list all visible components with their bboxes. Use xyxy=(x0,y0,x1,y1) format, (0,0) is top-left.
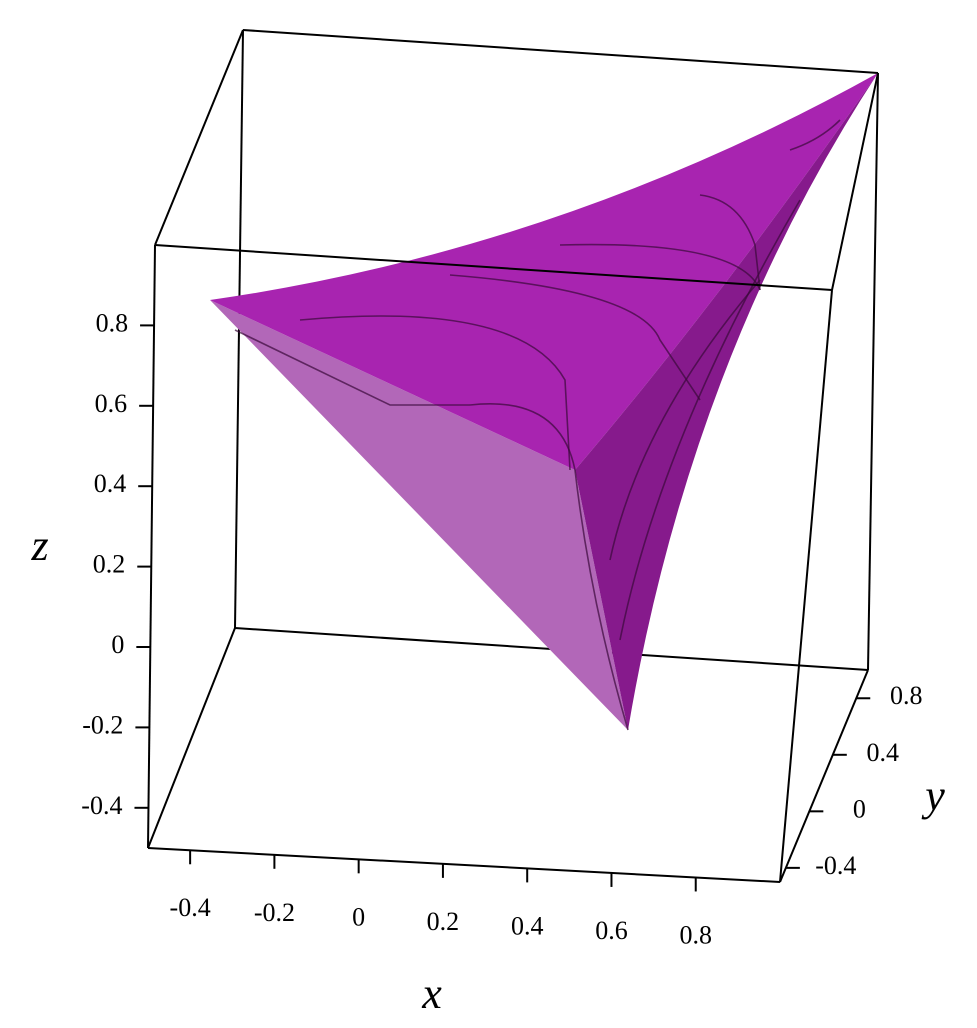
z-tick-label: 0.6 xyxy=(95,389,128,418)
z-tick-label: -0.4 xyxy=(81,791,122,820)
z-axis-title: z xyxy=(30,521,48,570)
y-tick-label: 0.8 xyxy=(890,681,923,710)
contour xyxy=(619,199,801,641)
z-tick-label: 0.4 xyxy=(94,469,127,498)
x-tick-label: 0.6 xyxy=(595,916,628,945)
box-edge xyxy=(831,72,879,291)
box-edge xyxy=(147,627,236,849)
x-tick-label: 0 xyxy=(352,902,365,931)
x-tick-label: 0.2 xyxy=(427,907,460,936)
box-edge xyxy=(242,29,879,74)
contour xyxy=(299,315,571,471)
box-edge xyxy=(154,244,833,291)
z-tick-label: 0 xyxy=(111,630,124,659)
x-tick-label: -0.4 xyxy=(170,893,211,922)
contour xyxy=(609,279,761,561)
y-tick-label: 0 xyxy=(853,794,866,823)
surface-face xyxy=(210,300,628,730)
contour xyxy=(574,469,629,731)
y-axis-title: y xyxy=(921,771,945,820)
contour xyxy=(789,119,841,151)
z-tick-label: -0.2 xyxy=(82,710,123,739)
contour xyxy=(449,274,701,401)
box-edge xyxy=(147,244,156,849)
contour xyxy=(559,243,761,291)
box-edge xyxy=(867,72,879,671)
y-tick-label: 0.4 xyxy=(867,738,900,767)
z-tick-label: 0.2 xyxy=(93,550,126,579)
x-axis-title: x xyxy=(421,969,442,1018)
contour xyxy=(469,403,576,471)
box-edge xyxy=(779,669,869,883)
x-tick-label: -0.2 xyxy=(254,898,295,927)
z-tick-label: 0.8 xyxy=(96,308,129,337)
x-tick-label: 0.4 xyxy=(511,911,544,940)
box-edge xyxy=(779,289,833,883)
surface-face xyxy=(575,73,878,730)
box-edge xyxy=(147,847,781,883)
y-tick-label: -0.4 xyxy=(815,851,856,880)
box-edge xyxy=(154,29,244,246)
front-box xyxy=(147,29,879,883)
contour xyxy=(234,329,470,406)
surface xyxy=(210,73,878,731)
contour xyxy=(699,194,761,291)
x-tick-label: 0.8 xyxy=(679,920,712,949)
